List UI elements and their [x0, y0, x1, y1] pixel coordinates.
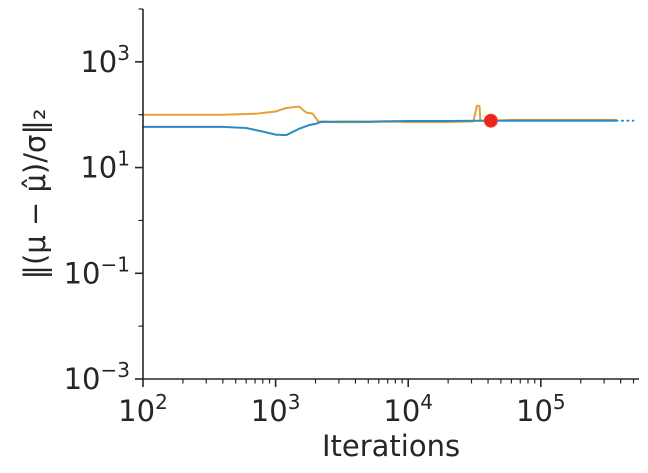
x-tick-label: 105 [516, 390, 566, 428]
y-tick-label: 10−3 [64, 358, 130, 396]
marker-layer [483, 113, 498, 128]
x-axis-title: Iterations [322, 429, 460, 463]
y-ticks: 10−3 10−1 101 103 [64, 8, 143, 396]
series-line-2 [142, 119, 618, 137]
plot-area [142, 104, 635, 137]
series-layer [142, 104, 635, 137]
highlight-marker [483, 113, 498, 128]
x-tick-label: 102 [118, 390, 168, 428]
y-tick-label: 101 [80, 147, 130, 185]
y-tick-label: 103 [80, 41, 130, 79]
x-ticks: 102 103 104 105 [118, 379, 635, 428]
x-tick-label: 104 [383, 390, 433, 428]
y-axis-title: ‖(μ − μ̂)/σ‖₂ [18, 108, 52, 279]
y-tick-label: 10−1 [64, 252, 130, 290]
x-tick-label: 103 [251, 390, 301, 428]
